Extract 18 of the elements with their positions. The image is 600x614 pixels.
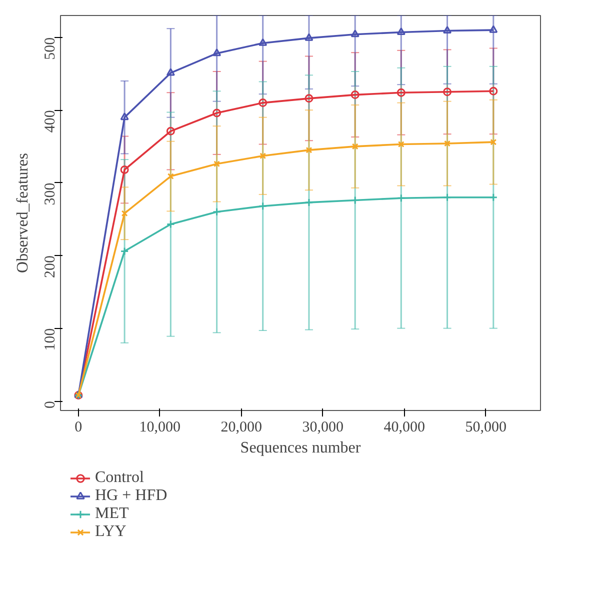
x-tick-label: 50,000 [465, 420, 507, 436]
y-tick-label: 0 [42, 401, 58, 409]
x-axis-title: Sequences number [240, 440, 362, 456]
legend-label: Control [95, 469, 144, 487]
x-tick-label: 0 [74, 420, 82, 436]
y-tick-label: 100 [42, 328, 58, 351]
y-axis-title: Observed_features [14, 153, 32, 273]
x-tick-label: 30,000 [302, 420, 344, 436]
x-tick-label: 10,000 [139, 420, 181, 436]
y-tick-label: 300 [42, 182, 58, 206]
y-tick-label: 400 [42, 110, 58, 133]
x-tick-label: 40,000 [384, 420, 426, 436]
legend-label: MET [95, 505, 129, 523]
legend-label: HG + HFD [95, 487, 168, 505]
y-tick-label: 200 [42, 256, 58, 278]
x-tick-label: 20,000 [220, 420, 262, 436]
y-tick-label: 500 [42, 37, 58, 60]
legend-label: LYY [95, 523, 126, 541]
